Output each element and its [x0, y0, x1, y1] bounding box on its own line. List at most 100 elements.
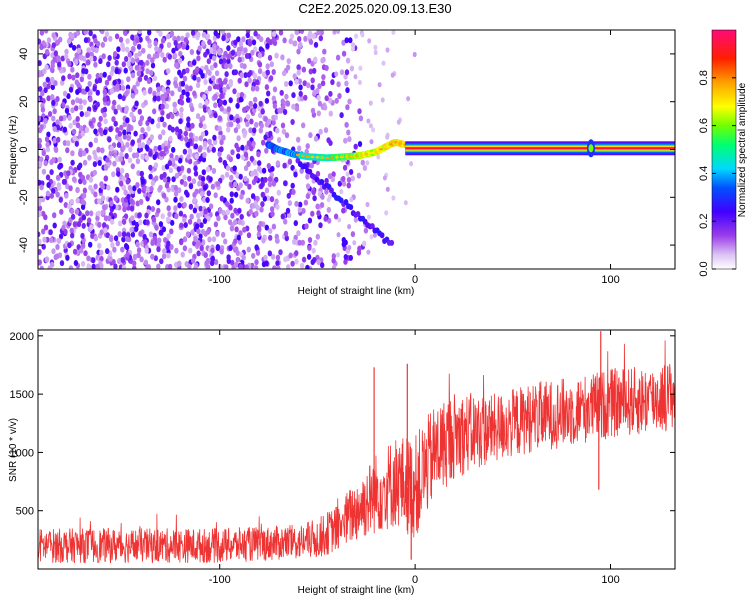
noise-dot: [316, 30, 321, 36]
noise-dot: [80, 204, 86, 210]
noise-dot: [76, 221, 82, 228]
noise-dot: [341, 241, 346, 248]
noise-dot: [202, 140, 208, 147]
noise-dot: [263, 134, 268, 141]
noise-dot: [292, 238, 297, 245]
noise-dot: [226, 254, 231, 261]
noise-dot: [124, 105, 129, 112]
noise-dot: [324, 188, 329, 195]
noise-dot: [308, 30, 313, 37]
noise-dot: [182, 75, 188, 82]
snr-series-line: [38, 340, 675, 564]
noise-dot: [249, 118, 254, 125]
noise-dot: [366, 118, 371, 124]
noise-dot: [357, 141, 363, 147]
noise-dot: [191, 257, 196, 264]
noise-dot: [249, 145, 254, 152]
noise-dot: [130, 163, 135, 170]
noise-dot: [111, 171, 116, 178]
noise-dot: [161, 86, 166, 93]
noise-dot: [283, 230, 289, 237]
noise-dot: [108, 255, 113, 262]
noise-dot: [200, 131, 206, 138]
noise-dot: [286, 264, 291, 269]
snr-x-label: Height of straight line (km): [298, 585, 415, 596]
noise-dot: [74, 79, 80, 86]
noise-dot: [148, 231, 154, 238]
noise-dot: [178, 157, 183, 164]
noise-dot: [66, 170, 71, 177]
noise-dot: [347, 136, 352, 143]
noise-dot: [100, 195, 106, 202]
noise-dot: [82, 99, 87, 106]
noise-dot: [95, 89, 101, 96]
noise-dot: [110, 65, 116, 72]
y-tick-label: 40: [18, 48, 30, 60]
noise-dot: [219, 146, 224, 153]
noise-dot: [148, 150, 153, 157]
noise-dot: [55, 244, 60, 250]
y-tick-label: -20: [18, 189, 30, 205]
noise-dot: [169, 244, 174, 250]
noise-dot: [155, 52, 160, 59]
noise-dot: [43, 224, 49, 231]
noise-dot: [93, 235, 99, 242]
noise-dot: [50, 67, 55, 74]
noise-dot: [318, 222, 323, 229]
noise-dot: [259, 206, 264, 213]
noise-dot: [42, 81, 47, 88]
noise-dot: [178, 118, 183, 125]
noise-dot: [158, 221, 164, 228]
noise-dot: [350, 46, 355, 52]
noise-dot: [294, 258, 299, 265]
noise-dot: [58, 196, 63, 203]
noise-dot: [180, 35, 185, 42]
noise-dot: [183, 181, 188, 187]
noise-dot: [156, 122, 161, 129]
noise-dot: [182, 202, 187, 208]
noise-dot: [187, 175, 192, 182]
noise-dot: [89, 55, 94, 62]
noise-dot: [183, 130, 189, 137]
noise-dot: [179, 196, 184, 202]
noise-dot: [176, 260, 182, 267]
noise-dot: [135, 182, 140, 188]
noise-dot: [206, 190, 211, 197]
noise-dot: [143, 74, 149, 81]
noise-dot: [307, 217, 313, 224]
noise-dot: [39, 265, 44, 269]
noise-dot: [271, 95, 276, 102]
noise-dot: [352, 240, 357, 246]
noise-dot: [306, 253, 312, 260]
noise-dot: [258, 127, 263, 134]
noise-dot: [315, 203, 320, 210]
noise-dot: [68, 265, 74, 269]
noise-dot: [354, 33, 359, 39]
noise-dot: [166, 205, 171, 212]
carrier-core: [295, 153, 300, 157]
noise-dot: [52, 212, 57, 219]
noise-dot: [44, 48, 50, 55]
noise-dot: [51, 157, 56, 163]
noise-dot: [260, 201, 265, 208]
noise-dot: [174, 172, 180, 179]
noise-dot: [241, 36, 246, 43]
noise-dot: [274, 52, 279, 59]
noise-dot: [276, 189, 281, 196]
noise-dot: [80, 260, 86, 267]
noise-dot: [158, 184, 163, 191]
noise-dot: [303, 199, 309, 206]
noise-dot: [286, 58, 291, 65]
noise-dot: [129, 205, 135, 212]
noise-dot: [171, 47, 176, 54]
noise-dot: [310, 84, 315, 91]
noise-dot: [69, 208, 75, 215]
noise-dot: [199, 245, 204, 252]
noise-dot: [159, 258, 164, 265]
noise-dot: [43, 30, 49, 34]
noise-dot: [177, 86, 182, 93]
noise-dot: [281, 104, 286, 111]
noise-dot: [95, 101, 101, 108]
noise-dot: [52, 126, 57, 132]
noise-dot: [132, 253, 138, 260]
